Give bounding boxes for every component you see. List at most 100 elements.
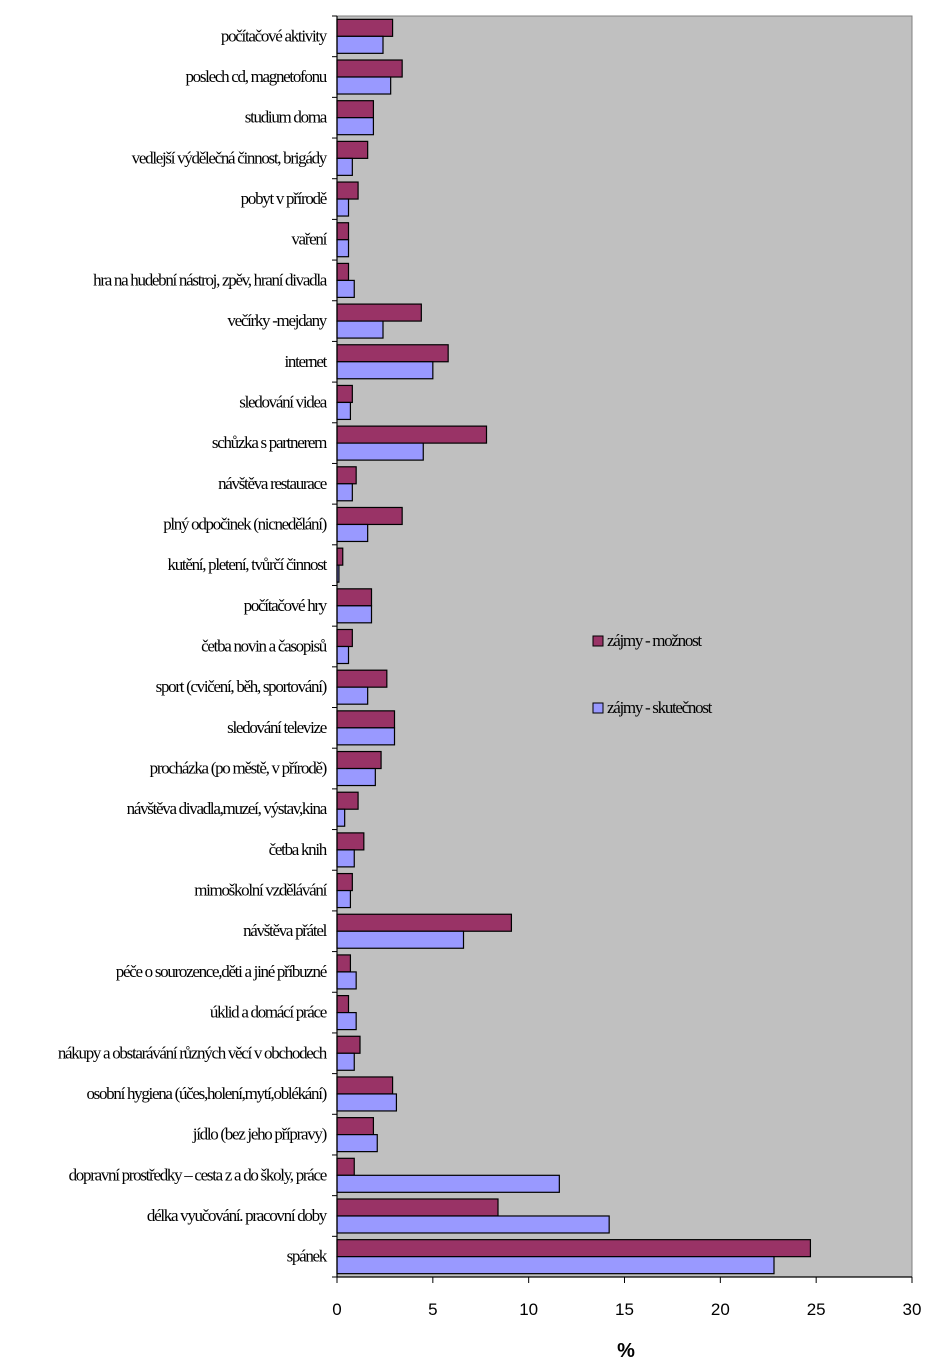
category-label: poslech cd, magnetofonu [185, 67, 327, 86]
bar-reality [336, 279, 355, 299]
category-label: procházka (po městě, v přírodě) [150, 759, 327, 778]
bar-reality [336, 523, 369, 543]
bar-reality [336, 930, 465, 949]
category-label: délka vyučování. pracovní doby [147, 1206, 328, 1225]
bar-possibility [336, 506, 403, 526]
bar-possibility [336, 262, 350, 282]
bar-possibility [336, 628, 353, 648]
bar-reality [336, 35, 384, 54]
x-tick-label: 10 [519, 1300, 538, 1319]
bar-possibility [336, 384, 353, 404]
category-label: návštěva restaurace [218, 474, 327, 493]
category-label: jídlo (bez jeho přípravy) [192, 1125, 327, 1144]
category-label: mimoškolní vzdělávání [194, 881, 327, 900]
category-label: spánek [287, 1247, 328, 1266]
bar-reality [336, 442, 424, 461]
bar-reality [336, 117, 375, 136]
category-label: pobyt v přírodě [241, 189, 327, 208]
category-label: návštěva přátel [243, 921, 328, 940]
bar-reality [336, 889, 352, 909]
bar-possibility [336, 791, 359, 810]
category-label: internet [284, 352, 327, 371]
legend-label-reality: zájmy - skutečnost [607, 698, 713, 717]
bar-possibility [336, 1117, 375, 1136]
category-label: sledování televize [227, 718, 327, 737]
bar-reality [336, 361, 434, 380]
x-axis-title: % [617, 1340, 635, 1362]
bar-possibility [336, 994, 350, 1014]
category-label: péče o sourozence,děti a jiné příbuzné [116, 962, 327, 981]
bar-reality [336, 808, 346, 827]
x-tick-label: 15 [615, 1300, 634, 1319]
category-label: sledování videa [239, 392, 327, 411]
x-tick-label: 0 [332, 1300, 341, 1319]
legend-swatch-reality [592, 702, 604, 714]
legend: zájmy - možnost zájmy - skutečnost [592, 631, 714, 717]
bar-possibility [336, 222, 350, 241]
bar-possibility [336, 1076, 394, 1095]
bar-reality [336, 727, 396, 746]
bar-possibility [336, 140, 369, 159]
bar-reality [336, 198, 350, 217]
bar-reality [336, 320, 384, 339]
bar-reality [336, 1093, 398, 1112]
bar-reality [336, 1256, 775, 1275]
bar-reality [336, 849, 355, 868]
x-tick-label: 30 [903, 1300, 922, 1319]
category-label: dopravní prostředky – cesta z a do školy… [69, 1165, 327, 1184]
x-tick-label: 20 [711, 1300, 730, 1319]
bar-reality [336, 767, 376, 787]
category-label: osobní hygiena (účes,holení,mytí,oblékán… [86, 1084, 326, 1103]
category-label: úklid a domácí práce [210, 1003, 327, 1022]
category-label: počítačové hry [244, 596, 328, 615]
category-label: vedlejší výdělečná činnost, brigády [132, 148, 328, 167]
bar-reality [336, 1215, 610, 1234]
category-label: hra na hudební nástroj, zpěv, hraní diva… [93, 270, 328, 289]
bar-possibility [336, 832, 365, 851]
bar-possibility [336, 872, 353, 892]
category-label: večírky -mejdany [227, 311, 327, 330]
bar-possibility [336, 669, 388, 688]
bar-possibility [336, 588, 373, 607]
bar-reality [336, 401, 352, 421]
bar-possibility [336, 1198, 499, 1217]
bar-possibility [336, 1035, 361, 1054]
category-label: kutění, pletení, tvůrčí činnost [168, 555, 328, 574]
bar-possibility [336, 100, 375, 119]
bar-reality [336, 605, 373, 624]
bar-possibility [336, 710, 396, 729]
bar-reality [336, 157, 353, 176]
bar-possibility [336, 18, 394, 37]
bar-reality [336, 645, 350, 665]
bar-possibility [336, 750, 382, 770]
legend-label-possibility: zájmy - možnost [607, 631, 702, 650]
bar-possibility [336, 59, 403, 78]
bar-reality [336, 1052, 355, 1071]
bar-possibility [336, 913, 513, 932]
bar-possibility [336, 1239, 812, 1258]
category-label: sport (cvičení, běh, sportování) [156, 677, 327, 696]
bar-possibility [336, 547, 344, 566]
bar-possibility [336, 425, 488, 444]
category-label: studium doma [245, 108, 328, 127]
plot-area [336, 15, 913, 1278]
bar-reality [336, 1134, 378, 1153]
category-label: četba knih [269, 840, 328, 859]
bar-possibility [336, 181, 359, 200]
bar-reality [336, 971, 357, 990]
category-label: plný odpočinek (nicnedělání) [163, 514, 326, 533]
legend-swatch-possibility [592, 635, 604, 647]
category-label: vaření [291, 230, 327, 249]
bar-possibility [336, 344, 449, 363]
bar-possibility [336, 466, 357, 485]
bar-possibility [336, 303, 422, 322]
bar-possibility [336, 1157, 355, 1176]
bar-reality [336, 1174, 560, 1193]
category-label: četba novin a časopisů [201, 637, 328, 656]
bar-reality [336, 483, 353, 502]
category-label: nákupy a obstarávání různých věcí v obch… [58, 1043, 328, 1062]
category-label: počítačové aktivity [221, 26, 328, 45]
category-label: schůzka s partnerem [212, 433, 327, 452]
bar-reality [336, 1011, 357, 1031]
